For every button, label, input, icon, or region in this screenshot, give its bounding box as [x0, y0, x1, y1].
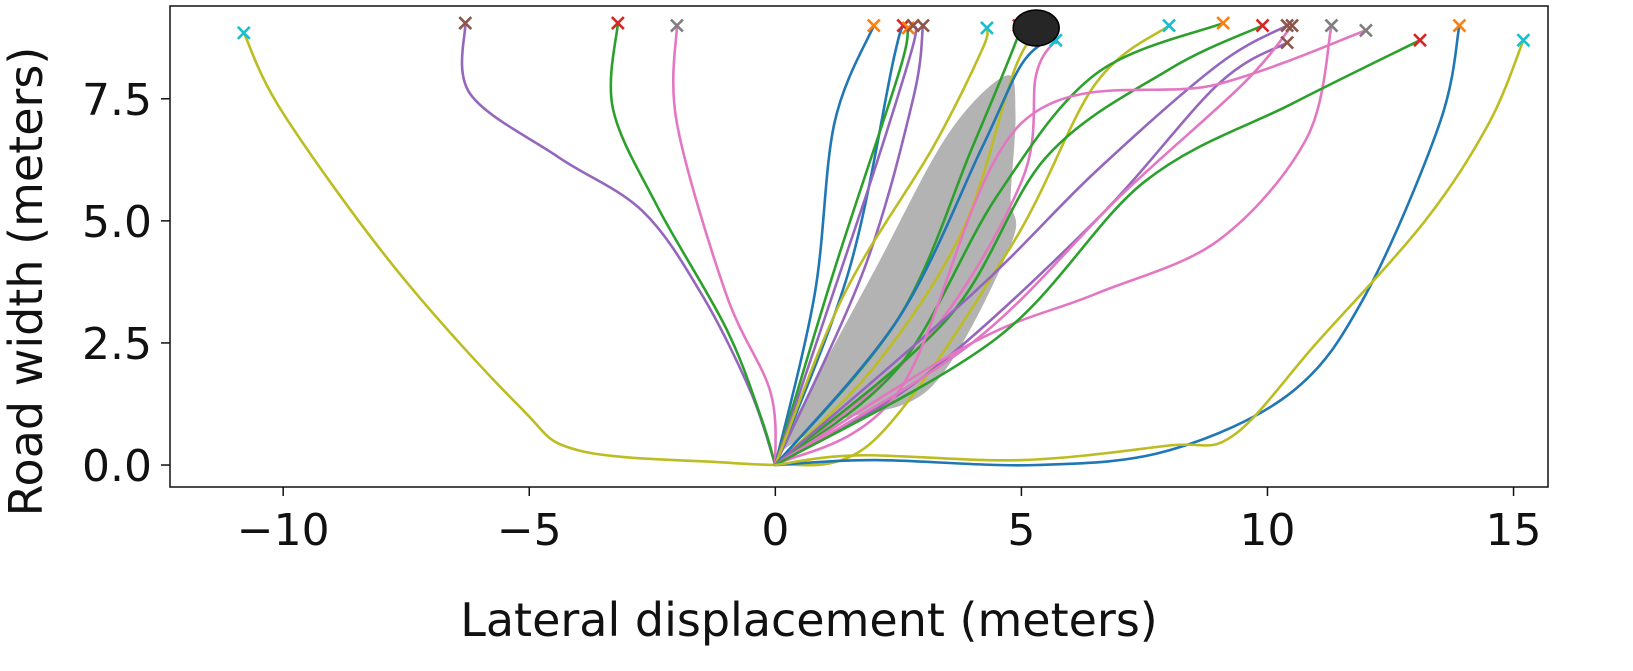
series-line-23	[774, 38, 1422, 467]
endpoint-marker-layer	[236, 16, 1531, 50]
series-line-16	[774, 21, 1225, 467]
plot-frame	[169, 5, 1549, 488]
endpoint-marker-3	[610, 16, 625, 31]
series-line-1	[242, 31, 777, 467]
endpoint-marker-8	[906, 18, 921, 33]
obstacle-layer	[1012, 9, 1060, 47]
series-line-17	[774, 24, 1264, 467]
endpoint-marker-9	[916, 18, 930, 33]
x-tick-label: −5	[497, 505, 562, 556]
series-line-14	[774, 36, 1053, 467]
x-tick-label: 10	[1239, 505, 1295, 556]
series-line-7	[774, 26, 910, 467]
series-line-22	[774, 29, 1368, 467]
endpoint-marker-22	[1358, 23, 1373, 38]
series-line-12	[774, 24, 1048, 467]
y-tick-label: 7.5	[82, 75, 152, 126]
endpoint-marker-19	[1280, 35, 1295, 50]
series-line-6	[774, 24, 905, 467]
endpoint-marker-1	[236, 25, 251, 40]
endpoint-marker-25	[1516, 33, 1531, 48]
series-line-20	[774, 24, 1294, 467]
series-line-4	[671, 24, 777, 467]
endpoint-marker-15	[1162, 18, 1176, 33]
series-line-25	[774, 38, 1525, 467]
series-line-19	[774, 41, 1289, 467]
y-tick-label: 2.5	[82, 319, 152, 370]
series-line-9	[774, 24, 925, 467]
series-line-2	[460, 21, 777, 467]
y-axis: 0.0 2.5 5.0 7.5	[82, 75, 170, 492]
x-tick-label: −10	[237, 505, 330, 556]
endpoint-marker-21	[1324, 18, 1339, 33]
series-line-10	[774, 26, 989, 467]
x-axis-title: Lateral displacement (meters)	[460, 593, 1158, 647]
endpoint-marker-20	[1285, 18, 1300, 33]
series-line-5	[774, 24, 876, 467]
series-line-18	[774, 24, 1289, 467]
endpoint-marker-16	[1216, 16, 1231, 31]
series-line-21	[774, 24, 1333, 467]
y-axis-title: Road width (meters)	[0, 47, 53, 517]
endpoint-marker-2	[458, 16, 473, 31]
series-line-8	[774, 24, 918, 467]
series-layer	[242, 21, 1525, 467]
x-tick-label: 15	[1486, 505, 1542, 556]
y-tick-label: 5.0	[82, 197, 152, 248]
obstacle-marker	[1012, 9, 1060, 47]
x-axis: −10 −5 0 5 10 15	[237, 487, 1542, 556]
x-tick-label: 5	[1007, 505, 1035, 556]
series-line-3	[609, 21, 777, 467]
endpoint-marker-10	[980, 21, 994, 35]
endpoint-marker-23	[1413, 33, 1427, 48]
series-line-24	[774, 24, 1461, 467]
endpoint-marker-24	[1452, 18, 1467, 33]
endpoint-marker-4	[669, 18, 684, 33]
x-tick-label: 0	[761, 505, 789, 556]
y-tick-label: 0.0	[82, 441, 152, 492]
series-line-13	[774, 38, 1058, 467]
endpoint-marker-5	[866, 18, 881, 33]
endpoint-marker-18	[1280, 18, 1295, 33]
endpoint-marker-17	[1255, 18, 1270, 33]
